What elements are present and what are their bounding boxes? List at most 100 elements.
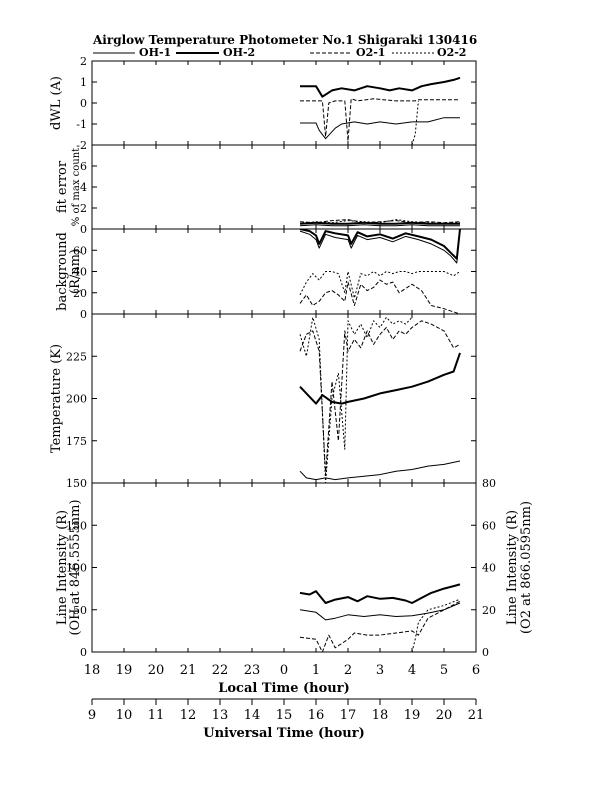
y-tick-label: 0 bbox=[80, 97, 87, 110]
y-tick-label: 150 bbox=[66, 519, 87, 532]
x-tick-label: 18 bbox=[84, 663, 101, 678]
legend-label-oh-2: OH-2 bbox=[223, 46, 255, 59]
panel-frame bbox=[91, 482, 477, 653]
panel-frame bbox=[91, 228, 477, 315]
y-tick-label: -1 bbox=[76, 118, 87, 131]
x-tick-label: 2 bbox=[344, 663, 352, 678]
y-right-tick-label: 20 bbox=[482, 604, 496, 617]
y-right-axis-sublabel: (O2 at 866.0595nm) bbox=[519, 501, 534, 634]
ut-tick-label: 16 bbox=[308, 708, 325, 723]
ut-tick-label: 17 bbox=[340, 708, 357, 723]
y-tick-label: 40 bbox=[73, 266, 87, 279]
panel-2: 6 4 2 0 fit error% of max count bbox=[55, 144, 477, 236]
x-axis-label: Local Time (hour) bbox=[218, 681, 350, 696]
x-tick-label: 0 bbox=[280, 663, 288, 678]
y-right-axis-label: Line Intensity (R) bbox=[505, 510, 520, 625]
series-line-oh-2 bbox=[299, 221, 460, 225]
series-line-oh-1 bbox=[299, 602, 461, 621]
x-tick-label: 1 bbox=[312, 663, 320, 678]
y-tick-label: 150 bbox=[66, 477, 87, 490]
series-line-o2-2 bbox=[300, 100, 419, 145]
series-line-o2-2 bbox=[299, 219, 461, 225]
ut-tick-label: 12 bbox=[180, 708, 197, 723]
panel-1: 2 1 0 -1 -2 dWL (A) bbox=[49, 55, 477, 152]
y-tick-label: 4 bbox=[80, 181, 87, 194]
y-tick-label: 1 bbox=[80, 76, 87, 89]
legend-label-o2-2: O2-2 bbox=[437, 46, 466, 59]
x-tick-label: 6 bbox=[472, 663, 480, 678]
ut-tick-label: 15 bbox=[276, 708, 293, 723]
x-tick-label: 21 bbox=[180, 663, 197, 678]
y-axis-label: background bbox=[55, 232, 70, 311]
legend: OH-1 OH-2 O2-1 O2-2 bbox=[93, 46, 466, 59]
y-tick-label: 225 bbox=[66, 350, 87, 363]
y-tick-label: -2 bbox=[76, 139, 87, 152]
y-tick-label: 0 bbox=[80, 223, 87, 236]
x-tick-label: 20 bbox=[148, 663, 165, 678]
ut-tick-label: 18 bbox=[372, 708, 389, 723]
y-tick-label: 0 bbox=[80, 308, 87, 321]
y-tick-label: 20 bbox=[73, 287, 87, 300]
panel-4: 225 200 175 150 Temperature (K) bbox=[49, 313, 477, 490]
y-axis-label: Line Intensity (R) bbox=[55, 510, 70, 625]
y-axis-label: Temperature (K) bbox=[49, 344, 64, 453]
y-axis-sublabel: (OH at 846.5555nm) bbox=[68, 499, 83, 635]
ut-tick-label: 13 bbox=[212, 708, 229, 723]
series-line-o2-2 bbox=[299, 316, 413, 483]
y-right-tick-label: 0 bbox=[482, 646, 489, 659]
panel-3: 60 40 20 0 background(R/nm) bbox=[55, 228, 477, 321]
x-tick-label: 19 bbox=[116, 663, 133, 678]
x-tick-label: 3 bbox=[376, 663, 384, 678]
ut-tick-label: 14 bbox=[244, 708, 261, 723]
ut-tick-label: 10 bbox=[116, 708, 133, 723]
y-tick-label: 50 bbox=[73, 604, 87, 617]
y-axis-label: fit error bbox=[55, 160, 70, 213]
y-tick-label: 0 bbox=[80, 646, 87, 659]
series-line-oh-2 bbox=[299, 352, 461, 405]
y-tick-label: 60 bbox=[73, 244, 87, 257]
y-tick-label: 6 bbox=[80, 160, 87, 173]
y-right-tick-label: 60 bbox=[482, 519, 496, 532]
series-line-oh-2 bbox=[299, 229, 461, 260]
series-line-oh-1 bbox=[299, 224, 460, 227]
y-tick-label: 2 bbox=[80, 55, 87, 68]
series-line-oh-2 bbox=[300, 76, 461, 98]
y-right-tick-label: 40 bbox=[482, 562, 496, 575]
y-tick-label: 2 bbox=[80, 202, 87, 215]
panel-frame bbox=[91, 144, 477, 230]
legend-label-o2-1: O2-1 bbox=[356, 46, 385, 59]
y-tick-label: 200 bbox=[66, 393, 87, 406]
legend-label-oh-1: OH-1 bbox=[139, 46, 171, 59]
series-line-oh-1 bbox=[300, 117, 460, 140]
series-line-oh-1 bbox=[299, 230, 461, 264]
figure-title: Airglow Temperature Photometer No.1 Shig… bbox=[92, 33, 477, 47]
x-tick-label: 5 bbox=[440, 663, 448, 678]
series-line-o2-1 bbox=[299, 600, 461, 652]
ut-axis-label: Universal Time (hour) bbox=[203, 726, 365, 741]
series-line-oh-2 bbox=[299, 583, 461, 604]
ut-tick-label: 19 bbox=[404, 708, 421, 723]
series-line-o2-1 bbox=[299, 279, 461, 314]
ut-tick-label: 9 bbox=[88, 708, 96, 723]
x-tick-label: 23 bbox=[244, 663, 261, 678]
series-line-o2-2 bbox=[411, 598, 461, 652]
series-line-oh-1 bbox=[299, 460, 461, 481]
x-tick-label: 22 bbox=[212, 663, 229, 678]
ut-tick-label: 21 bbox=[468, 708, 485, 723]
panel-frame bbox=[91, 313, 477, 484]
y-tick-label: 175 bbox=[66, 435, 87, 448]
y-tick-label: 100 bbox=[66, 562, 87, 575]
panel-frame bbox=[91, 60, 477, 146]
series-line-o2-1 bbox=[299, 320, 461, 476]
y-axis-sublabel: (R/nm) bbox=[68, 249, 83, 294]
series-line-o2-1 bbox=[299, 219, 461, 224]
ut-tick-label: 11 bbox=[148, 708, 165, 723]
ut-tick-label: 20 bbox=[436, 708, 453, 723]
y-right-tick-label: 80 bbox=[482, 477, 496, 490]
series-line-o2-2 bbox=[299, 271, 461, 299]
x-tick-label: 4 bbox=[408, 663, 416, 678]
y-axis-label: dWL (A) bbox=[49, 76, 64, 130]
